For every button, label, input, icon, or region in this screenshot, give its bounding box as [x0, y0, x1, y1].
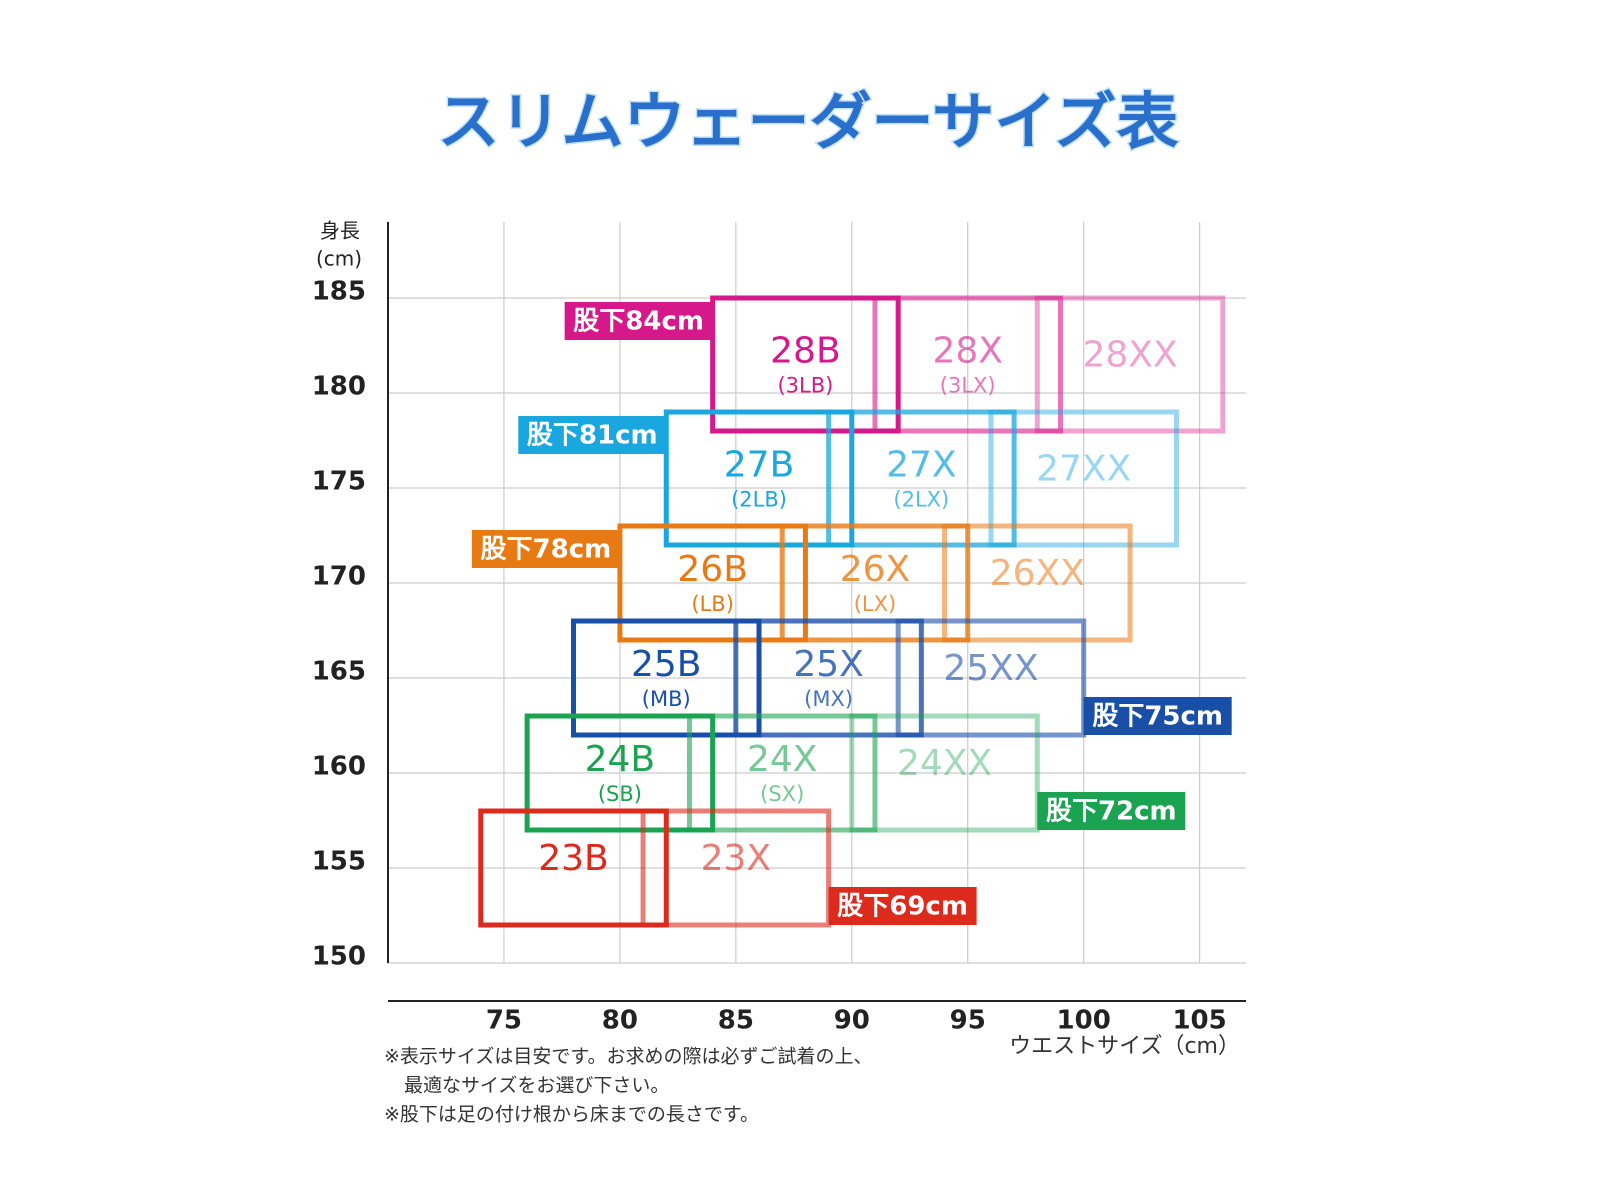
size-label: 24B — [585, 739, 656, 780]
y-tick-label: 155 — [312, 847, 366, 877]
x-tick-label: 95 — [950, 1006, 986, 1036]
size-sublabel: (MX) — [804, 687, 853, 711]
size-box — [872, 295, 1063, 434]
size-box — [478, 808, 669, 928]
size-label: 26X — [840, 549, 910, 590]
note: ※股下は足の付け根から床までの長さです。 — [384, 1104, 759, 1126]
y-tick-label: 150 — [312, 942, 366, 972]
size-box — [686, 713, 878, 833]
size-label: 27X — [886, 445, 956, 486]
inseam-badge — [1083, 697, 1232, 735]
y-axis-label: 身長 — [320, 219, 360, 243]
size-box — [826, 409, 1017, 548]
size-label: 27XX — [1036, 449, 1131, 490]
size-label: 24XX — [897, 743, 992, 784]
x-tick-label: 100 — [1057, 1006, 1111, 1036]
size-label: 23X — [701, 838, 771, 879]
size-sublabel: (2LX) — [893, 488, 949, 512]
x-tick-label: 105 — [1172, 1006, 1226, 1036]
size-box — [849, 713, 1040, 833]
y-tick-label: 175 — [312, 467, 366, 497]
size-box — [617, 523, 808, 643]
inseam-badge — [518, 416, 667, 454]
size-label: 28B — [770, 331, 841, 372]
size-box — [524, 713, 716, 833]
inseam-label: 股下81cm — [527, 421, 658, 451]
y-tick-label: 185 — [312, 277, 366, 307]
size-sublabel: (3LX) — [940, 374, 996, 398]
x-axis-label: ウエストサイズ（cm） — [1009, 1034, 1240, 1059]
inseam-badge — [828, 887, 977, 925]
inseam-label: 股下69cm — [837, 892, 968, 922]
size-sublabel: (MB) — [642, 687, 691, 711]
inseam-badge — [1037, 792, 1186, 830]
size-box — [663, 409, 855, 548]
size-sublabel: (LX) — [854, 592, 896, 616]
inseam-badge — [564, 302, 713, 340]
note: ※表示サイズは目安です。お求めの際は必ずご試着の上、 — [384, 1046, 872, 1068]
size-sublabel: (SB) — [598, 782, 642, 806]
size-box — [571, 618, 762, 738]
size-box — [710, 295, 901, 434]
size-box — [779, 523, 971, 643]
note: 最適なサイズをお選び下さい。 — [404, 1075, 669, 1097]
size-sublabel: (LB) — [691, 592, 734, 616]
x-tick-label: 80 — [602, 1006, 638, 1036]
y-tick-label: 180 — [312, 372, 366, 402]
size-box — [1034, 295, 1226, 434]
size-sublabel: (2LB) — [731, 488, 787, 512]
inseam-label: 股下72cm — [1046, 797, 1177, 827]
size-label: 27B — [724, 445, 795, 486]
x-tick-label: 85 — [718, 1006, 754, 1036]
y-tick-label: 160 — [312, 752, 366, 782]
size-label: 28X — [932, 331, 1002, 372]
y-tick-label: 165 — [312, 657, 366, 687]
inseam-label: 股下78cm — [481, 535, 612, 565]
size-box — [733, 618, 924, 738]
size-box — [640, 808, 832, 928]
size-label: 28XX — [1082, 335, 1177, 376]
x-tick-label: 90 — [834, 1006, 870, 1036]
y-axis-label: (cm) — [316, 247, 362, 271]
size-label: 25X — [793, 644, 863, 685]
size-box — [988, 409, 1179, 548]
size-box — [895, 618, 1087, 738]
y-tick-label: 170 — [312, 562, 366, 592]
size-label: 25B — [631, 644, 702, 685]
size-label: 23B — [538, 838, 609, 879]
size-label: 25XX — [943, 648, 1038, 689]
inseam-badge — [471, 530, 620, 568]
inseam-label: 股下75cm — [1092, 702, 1223, 732]
size-label: 24X — [747, 739, 817, 780]
inseam-label: 股下84cm — [573, 307, 704, 337]
chart-title: スリムウェーダーサイズ表 — [438, 85, 1179, 158]
size-label: 26B — [677, 549, 748, 590]
x-tick-label: 75 — [486, 1006, 522, 1036]
size-sublabel: (3LB) — [777, 374, 833, 398]
size-box — [942, 523, 1133, 643]
size-label: 26XX — [990, 553, 1085, 594]
size-sublabel: (SX) — [760, 782, 804, 806]
